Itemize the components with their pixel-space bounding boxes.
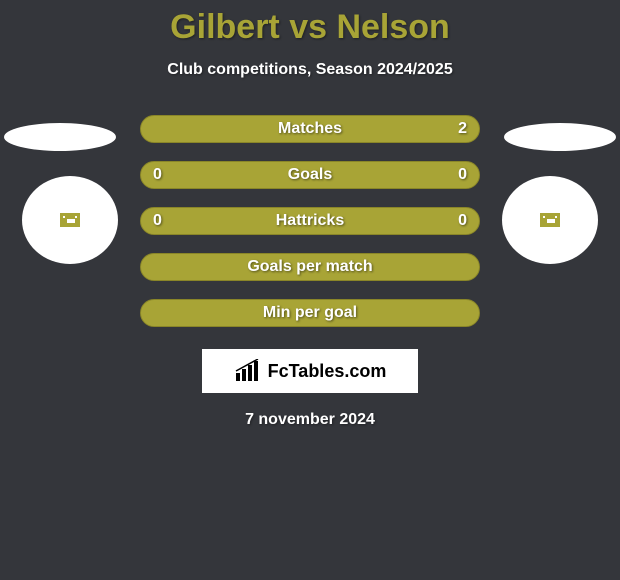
stat-bar-goals: 0 Goals 0: [140, 161, 480, 189]
stat-right-value: 0: [458, 212, 467, 230]
date: 7 november 2024: [0, 411, 620, 429]
stat-label: Matches: [278, 120, 342, 138]
stat-label: Hattricks: [276, 212, 344, 230]
stat-bar-matches: Matches 2: [140, 115, 480, 143]
stat-label: Goals: [288, 166, 332, 184]
stat-label: Goals per match: [247, 258, 372, 276]
logo-text: FcTables.com: [268, 361, 387, 382]
title-separator: vs: [280, 8, 337, 46]
stat-bar-min-per-goal: Min per goal: [140, 299, 480, 327]
placeholder-icon: [60, 213, 80, 227]
stat-right-value: 2: [458, 120, 467, 138]
subtitle: Club competitions, Season 2024/2025: [0, 61, 620, 79]
player-right-avatar-placeholder: [502, 176, 598, 264]
stat-label: Min per goal: [263, 304, 357, 322]
player-right-flag-placeholder: [504, 123, 616, 151]
logo-box: FcTables.com: [202, 349, 418, 393]
stat-left-value: 0: [153, 212, 162, 230]
placeholder-icon: [540, 213, 560, 227]
stat-bar-goals-per-match: Goals per match: [140, 253, 480, 281]
stat-left-value: 0: [153, 166, 162, 184]
player-left-name: Gilbert: [170, 8, 280, 46]
player-left-flag-placeholder: [4, 123, 116, 151]
stat-bar-hattricks: 0 Hattricks 0: [140, 207, 480, 235]
player-left-avatar-placeholder: [22, 176, 118, 264]
stat-right-value: 0: [458, 166, 467, 184]
logo: FcTables.com: [234, 359, 387, 383]
chart-icon: [234, 359, 262, 383]
player-right-name: Nelson: [336, 8, 449, 46]
page-title: Gilbert vs Nelson: [0, 0, 620, 47]
